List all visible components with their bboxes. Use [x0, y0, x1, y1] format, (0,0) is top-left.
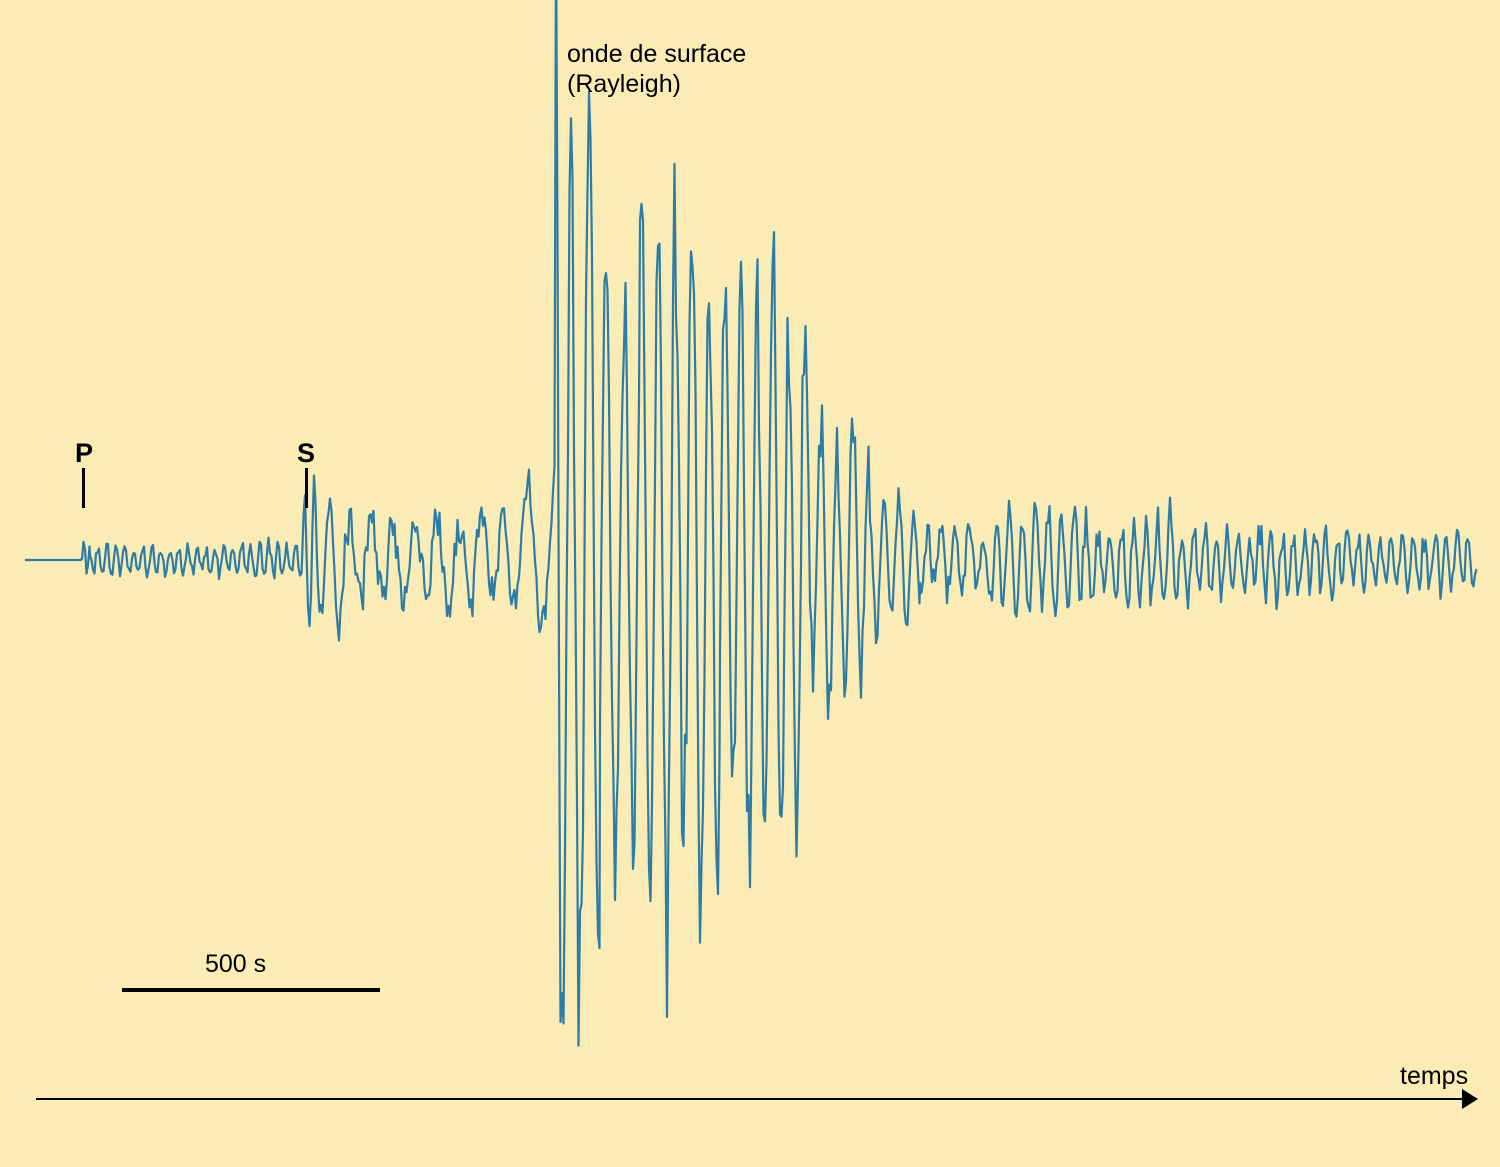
s-wave-label: S	[297, 438, 315, 469]
scale-bar	[122, 988, 380, 992]
p-wave-label: P	[75, 438, 93, 469]
p-wave-tick	[82, 468, 85, 508]
scale-bar-label: 500 s	[205, 950, 266, 979]
surface-wave-label-line1: onde de surface	[567, 40, 746, 69]
surface-wave-label-line2: (Rayleigh)	[567, 70, 681, 99]
time-axis-label: temps	[1400, 1062, 1468, 1091]
seismogram-trace	[25, 0, 1477, 1046]
s-wave-tick	[305, 468, 308, 508]
time-axis-line	[36, 1098, 1462, 1100]
time-axis-arrowhead	[1462, 1089, 1478, 1109]
